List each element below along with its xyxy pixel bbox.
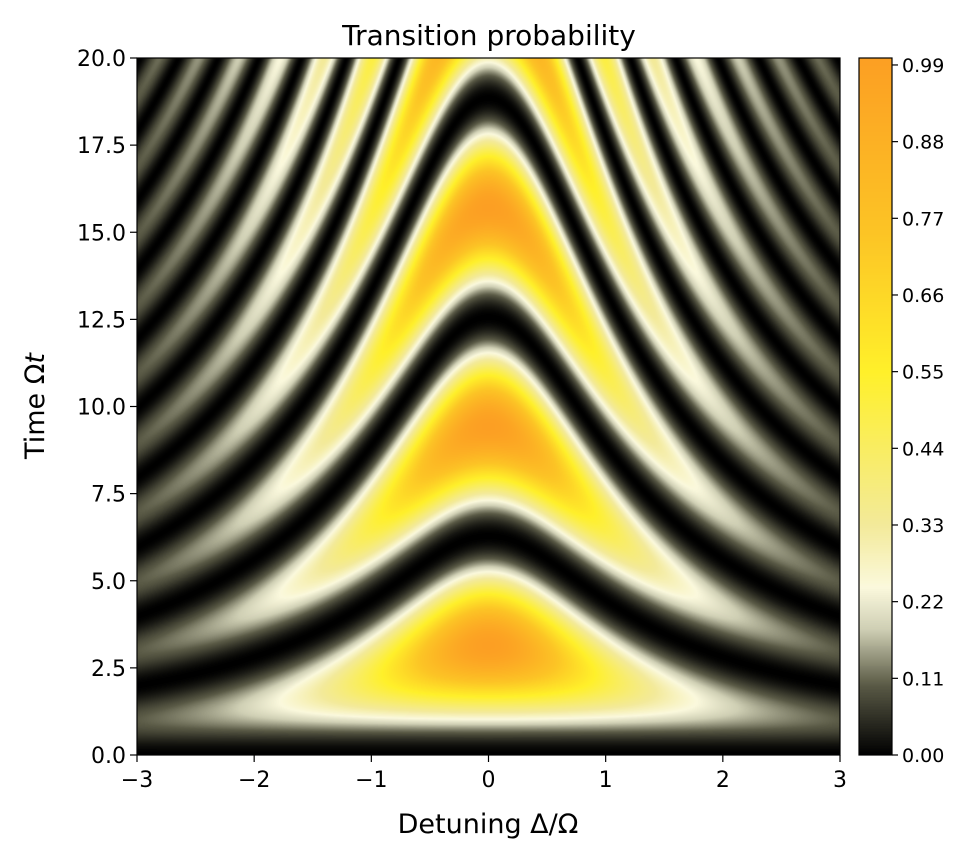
- colorbar-gradient: [859, 58, 892, 755]
- y-tick-label: 7.5: [91, 483, 126, 508]
- colorbar-tick-label: 0.66: [902, 285, 944, 307]
- colorbar-tick-label: 0.44: [902, 438, 944, 460]
- x-axis: −3 −2 −1 0 1 2 3: [121, 755, 847, 793]
- colorbar-tick-label: 0.99: [902, 55, 944, 77]
- y-tick-label: 12.5: [77, 308, 126, 333]
- y-tick-label: 10.0: [77, 396, 126, 421]
- y-axis: 0.0 2.5 5.0 7.5 10.0 12.5 15.0 17.5 20.0: [77, 47, 137, 769]
- x-tick-label: −3: [121, 768, 153, 793]
- colorbar-tick-label: 0.00: [902, 745, 944, 767]
- x-axis-label: Detuning Δ/Ω: [398, 809, 579, 840]
- colorbar-tick-label: 0.88: [902, 132, 944, 154]
- heatmap-image: [137, 58, 840, 755]
- y-tick-label: 17.5: [77, 134, 126, 159]
- x-tick-label: 2: [716, 768, 730, 793]
- y-tick-label: 15.0: [77, 221, 126, 246]
- colorbar-tick-label: 0.77: [902, 208, 944, 230]
- colorbar-tick-label: 0.33: [902, 515, 944, 537]
- y-axis-label-main: Time Ω: [20, 364, 51, 460]
- plot-frame: [136, 57, 841, 756]
- x-tick-label: 0: [482, 768, 496, 793]
- colorbar-axis: 0.00 0.11 0.22 0.33 0.44 0.55 0.66 0.77 0.88 0.99: [892, 55, 944, 767]
- y-tick-label: 0.0: [91, 744, 126, 769]
- x-tick-label: −1: [355, 768, 387, 793]
- y-axis-label-variable: t: [20, 352, 51, 364]
- chart-title: Transition probability: [341, 19, 636, 52]
- colorbar-tick-label: 0.55: [902, 362, 944, 384]
- y-tick-label: 5.0: [91, 570, 126, 595]
- y-tick-label: 20.0: [77, 47, 126, 72]
- x-tick-label: 3: [833, 768, 847, 793]
- x-tick-label: −2: [238, 768, 270, 793]
- colorbar-tick-label: 0.11: [902, 668, 944, 690]
- colorbar-frame: [858, 57, 893, 756]
- y-tick-label: 2.5: [91, 657, 126, 682]
- x-tick-label: 1: [599, 768, 613, 793]
- y-axis-label: Time Ωt: [20, 352, 51, 460]
- colorbar-tick-label: 0.22: [902, 592, 944, 614]
